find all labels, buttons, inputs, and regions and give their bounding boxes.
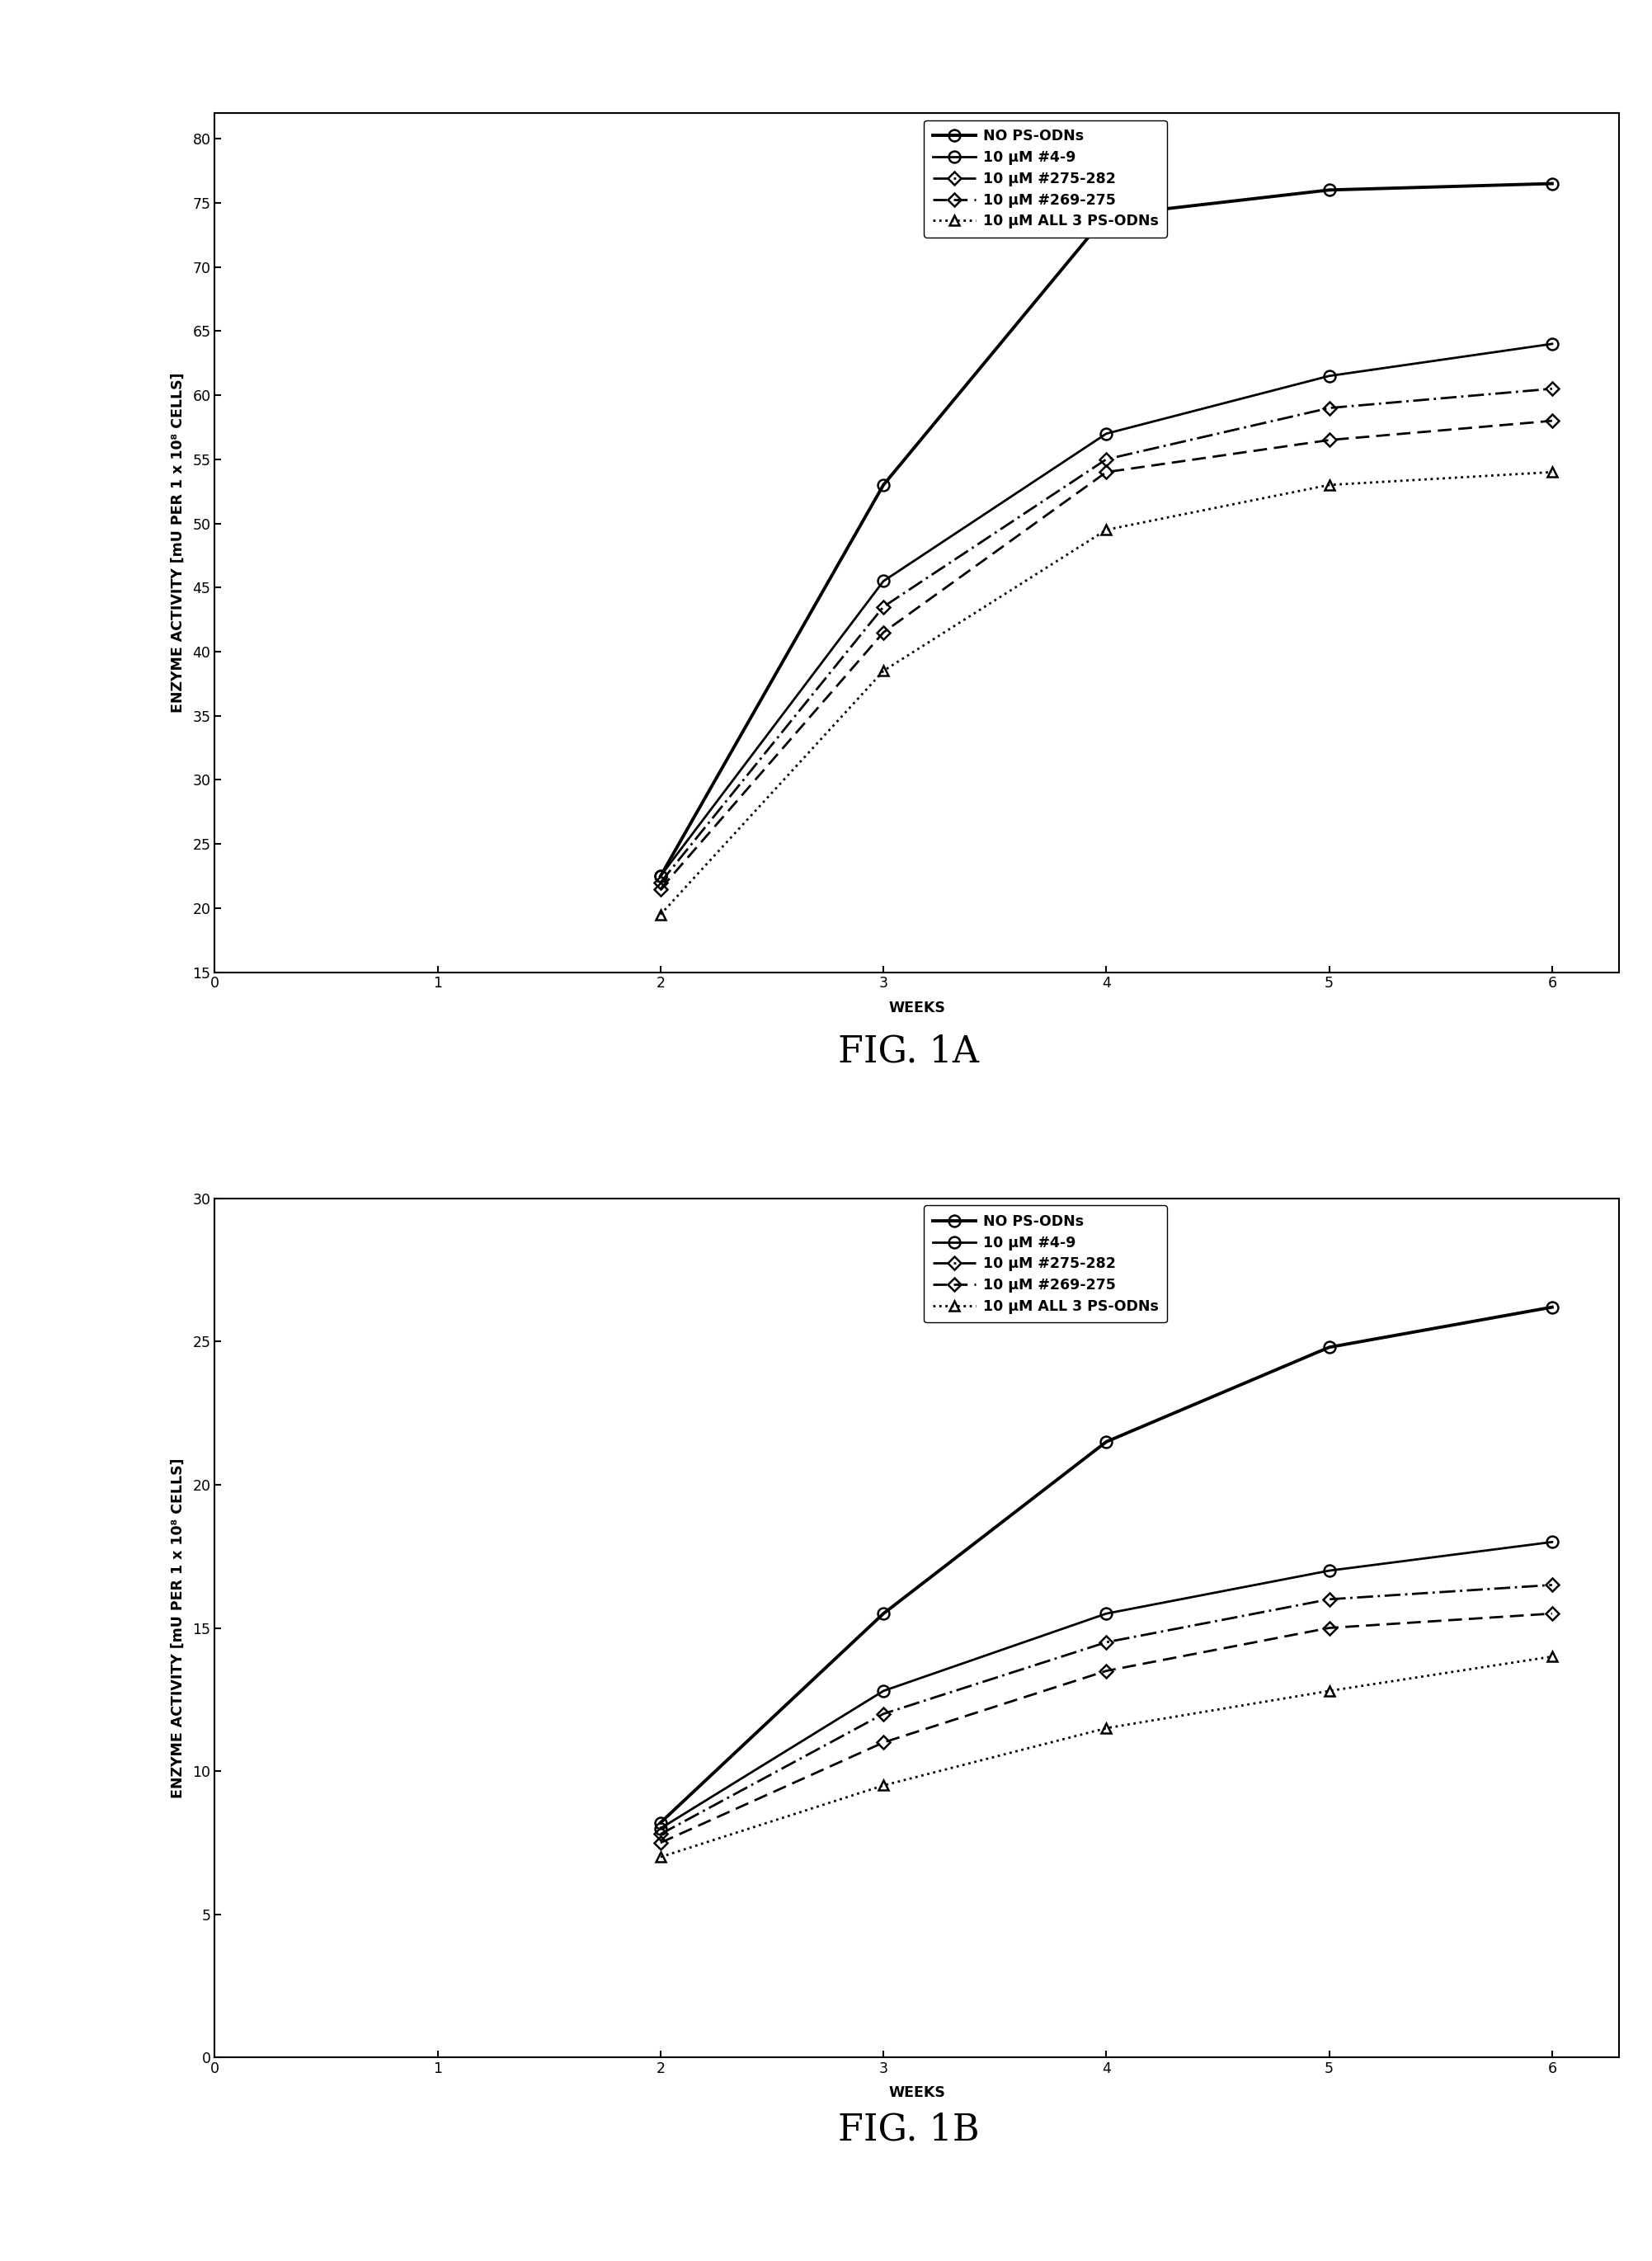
10 μM #275-282 bbox=[651, 1820, 671, 1847]
NO PS-ODNs bbox=[1097, 201, 1117, 228]
Line: 10 μM #269-275: 10 μM #269-275 bbox=[656, 416, 1556, 893]
10 μM #275-282 bbox=[874, 592, 894, 620]
10 μM ALL 3 PS-ODNs bbox=[1097, 1714, 1117, 1741]
10 μM #275-282 bbox=[874, 1700, 894, 1727]
10 μM #269-275 bbox=[1320, 427, 1340, 454]
10 μM #4-9 bbox=[651, 1816, 671, 1843]
10 μM ALL 3 PS-ODNs bbox=[1097, 516, 1117, 543]
NO PS-ODNs bbox=[651, 861, 671, 889]
10 μM #269-275 bbox=[651, 1829, 671, 1856]
10 μM ALL 3 PS-ODNs bbox=[1543, 459, 1563, 486]
Legend: NO PS-ODNs, 10 μM #4-9, 10 μM #275-282, 10 μM #269-275, 10 μM ALL 3 PS-ODNs: NO PS-ODNs, 10 μM #4-9, 10 μM #275-282, … bbox=[923, 1205, 1166, 1323]
Line: 10 μM ALL 3 PS-ODNs: 10 μM ALL 3 PS-ODNs bbox=[656, 468, 1558, 920]
10 μM #269-275 bbox=[874, 1730, 894, 1757]
Legend: NO PS-ODNs, 10 μM #4-9, 10 μM #275-282, 10 μM #269-275, 10 μM ALL 3 PS-ODNs: NO PS-ODNs, 10 μM #4-9, 10 μM #275-282, … bbox=[923, 120, 1166, 237]
NO PS-ODNs bbox=[1543, 170, 1563, 197]
10 μM #269-275 bbox=[1543, 407, 1563, 434]
Line: NO PS-ODNs: NO PS-ODNs bbox=[654, 1302, 1558, 1829]
10 μM #275-282 bbox=[651, 868, 671, 895]
10 μM #4-9 bbox=[1320, 1558, 1340, 1585]
Line: 10 μM #275-282: 10 μM #275-282 bbox=[656, 384, 1556, 886]
NO PS-ODNs bbox=[874, 1601, 894, 1628]
10 μM ALL 3 PS-ODNs bbox=[651, 1843, 671, 1870]
10 μM #275-282 bbox=[1097, 1628, 1117, 1655]
Line: 10 μM #4-9: 10 μM #4-9 bbox=[654, 339, 1558, 882]
10 μM #4-9 bbox=[1543, 1528, 1563, 1556]
Y-axis label: ENZYME ACTIVITY [mU PER 1 x 10⁸ CELLS]: ENZYME ACTIVITY [mU PER 1 x 10⁸ CELLS] bbox=[170, 373, 185, 712]
Line: 10 μM #269-275: 10 μM #269-275 bbox=[656, 1610, 1556, 1847]
10 μM ALL 3 PS-ODNs bbox=[1320, 1678, 1340, 1705]
Line: 10 μM #275-282: 10 μM #275-282 bbox=[656, 1580, 1556, 1838]
10 μM #269-275 bbox=[1543, 1601, 1563, 1628]
10 μM #269-275 bbox=[1320, 1614, 1340, 1641]
10 μM #275-282 bbox=[1543, 375, 1563, 402]
10 μM #269-275 bbox=[874, 620, 894, 647]
NO PS-ODNs bbox=[1543, 1293, 1563, 1320]
Text: FIG. 1B: FIG. 1B bbox=[838, 2112, 980, 2148]
10 μM #269-275 bbox=[1097, 1657, 1117, 1684]
10 μM #4-9 bbox=[874, 1678, 894, 1705]
Line: 10 μM #4-9: 10 μM #4-9 bbox=[654, 1535, 1558, 1834]
10 μM ALL 3 PS-ODNs bbox=[651, 900, 671, 927]
X-axis label: WEEKS: WEEKS bbox=[889, 2085, 945, 2100]
10 μM #269-275 bbox=[651, 875, 671, 902]
NO PS-ODNs bbox=[1097, 1429, 1117, 1456]
NO PS-ODNs bbox=[651, 1809, 671, 1836]
Line: 10 μM ALL 3 PS-ODNs: 10 μM ALL 3 PS-ODNs bbox=[656, 1651, 1558, 1863]
10 μM #275-282 bbox=[1320, 1585, 1340, 1612]
10 μM ALL 3 PS-ODNs bbox=[1320, 470, 1340, 497]
10 μM ALL 3 PS-ODNs bbox=[874, 1773, 894, 1800]
10 μM #4-9 bbox=[1097, 421, 1117, 448]
Y-axis label: ENZYME ACTIVITY [mU PER 1 x 10⁸ CELLS]: ENZYME ACTIVITY [mU PER 1 x 10⁸ CELLS] bbox=[170, 1458, 185, 1797]
10 μM #269-275 bbox=[1097, 459, 1117, 486]
10 μM #275-282 bbox=[1543, 1571, 1563, 1599]
10 μM #4-9 bbox=[1097, 1601, 1117, 1628]
10 μM ALL 3 PS-ODNs bbox=[1543, 1644, 1563, 1671]
10 μM #275-282 bbox=[1320, 393, 1340, 421]
10 μM #4-9 bbox=[1543, 330, 1563, 357]
NO PS-ODNs bbox=[1320, 176, 1340, 203]
NO PS-ODNs bbox=[874, 470, 894, 497]
Text: FIG. 1A: FIG. 1A bbox=[838, 1033, 980, 1069]
10 μM #4-9 bbox=[1320, 362, 1340, 389]
Line: NO PS-ODNs: NO PS-ODNs bbox=[654, 179, 1558, 882]
X-axis label: WEEKS: WEEKS bbox=[889, 999, 945, 1015]
10 μM #275-282 bbox=[1097, 445, 1117, 473]
NO PS-ODNs bbox=[1320, 1334, 1340, 1361]
10 μM #4-9 bbox=[874, 568, 894, 595]
10 μM ALL 3 PS-ODNs bbox=[874, 658, 894, 685]
10 μM #4-9 bbox=[651, 861, 671, 889]
